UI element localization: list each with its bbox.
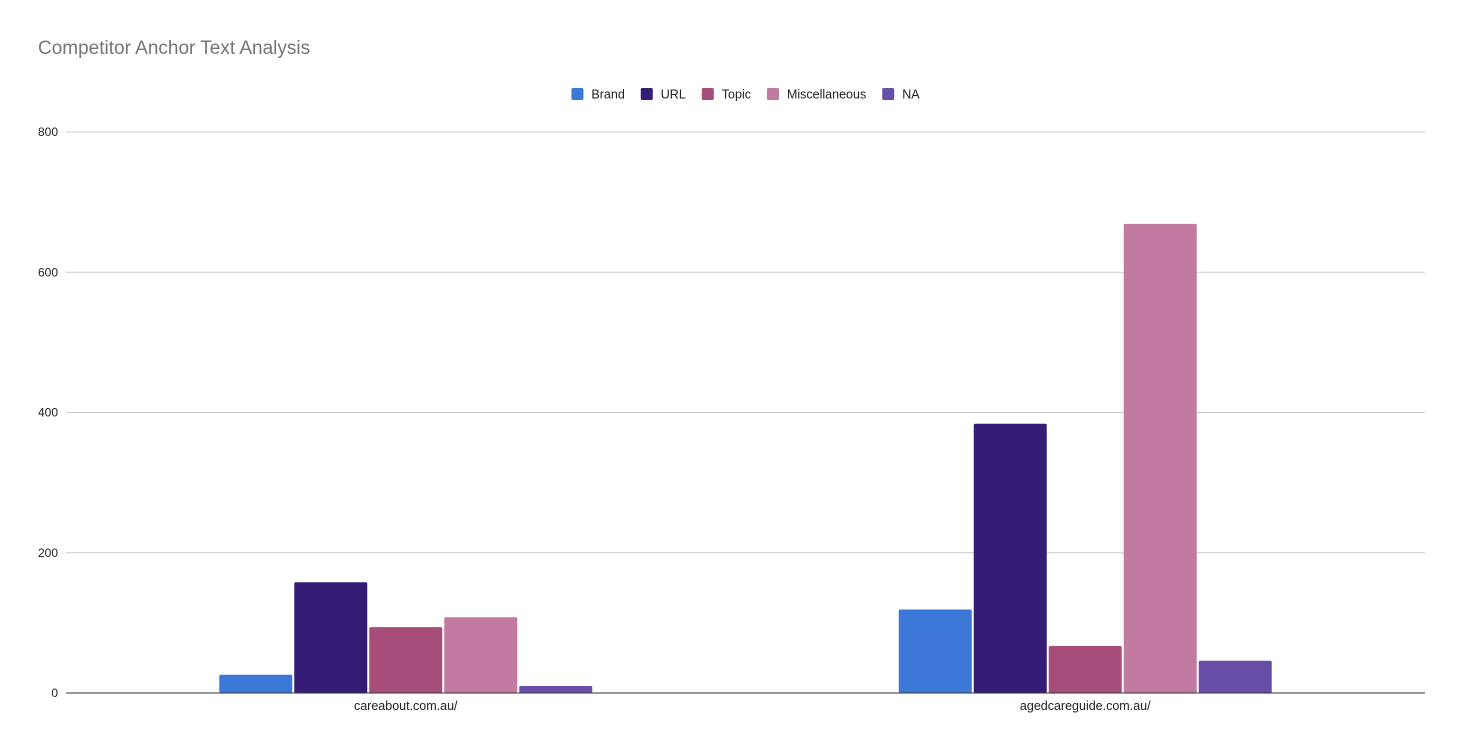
y-tick-label: 800 [38, 125, 58, 139]
chart-title: Competitor Anchor Text Analysis [38, 38, 311, 59]
y-tick-label: 0 [51, 686, 58, 700]
legend-swatch-miscellaneous [766, 88, 779, 100]
legend-swatch-url [640, 88, 653, 100]
gridlines [66, 131, 1425, 554]
bar-na-2 [1198, 660, 1272, 693]
legend-label-brand: Brand [591, 88, 624, 102]
bar-url-2 [973, 423, 1047, 693]
legend-label-url: URL [661, 88, 686, 102]
legend-swatch-brand [571, 88, 584, 100]
bar-url-1 [294, 582, 368, 693]
bar-topic-2 [1048, 646, 1122, 693]
y-tick-label: 600 [38, 265, 58, 279]
legend-label-miscellaneous: Miscellaneous [787, 88, 866, 102]
bars [219, 223, 1272, 693]
axes: 0 200 400 600 800 careabout.com.au/agedcaregu… [38, 125, 1425, 713]
bar-miscellaneous-2 [1123, 223, 1197, 693]
legend: Brand URL Topic Miscellaneous NA [571, 88, 920, 102]
legend-label-topic: Topic [722, 88, 751, 102]
legend-swatch-na [882, 88, 895, 100]
legend-label-na: NA [902, 88, 920, 102]
bar-brand-1 [219, 674, 293, 693]
y-tick-label: 400 [38, 406, 58, 420]
bar-miscellaneous-1 [444, 617, 518, 693]
bar-topic-1 [369, 627, 443, 693]
y-tick-label: 200 [38, 546, 58, 560]
legend-swatch-topic [701, 88, 714, 100]
bar-na-1 [519, 685, 593, 693]
bar-brand-2 [898, 609, 972, 693]
x-tick-label: agedcareguide.com.au/ [1020, 699, 1151, 713]
x-tick-label: careabout.com.au/ [354, 699, 458, 713]
